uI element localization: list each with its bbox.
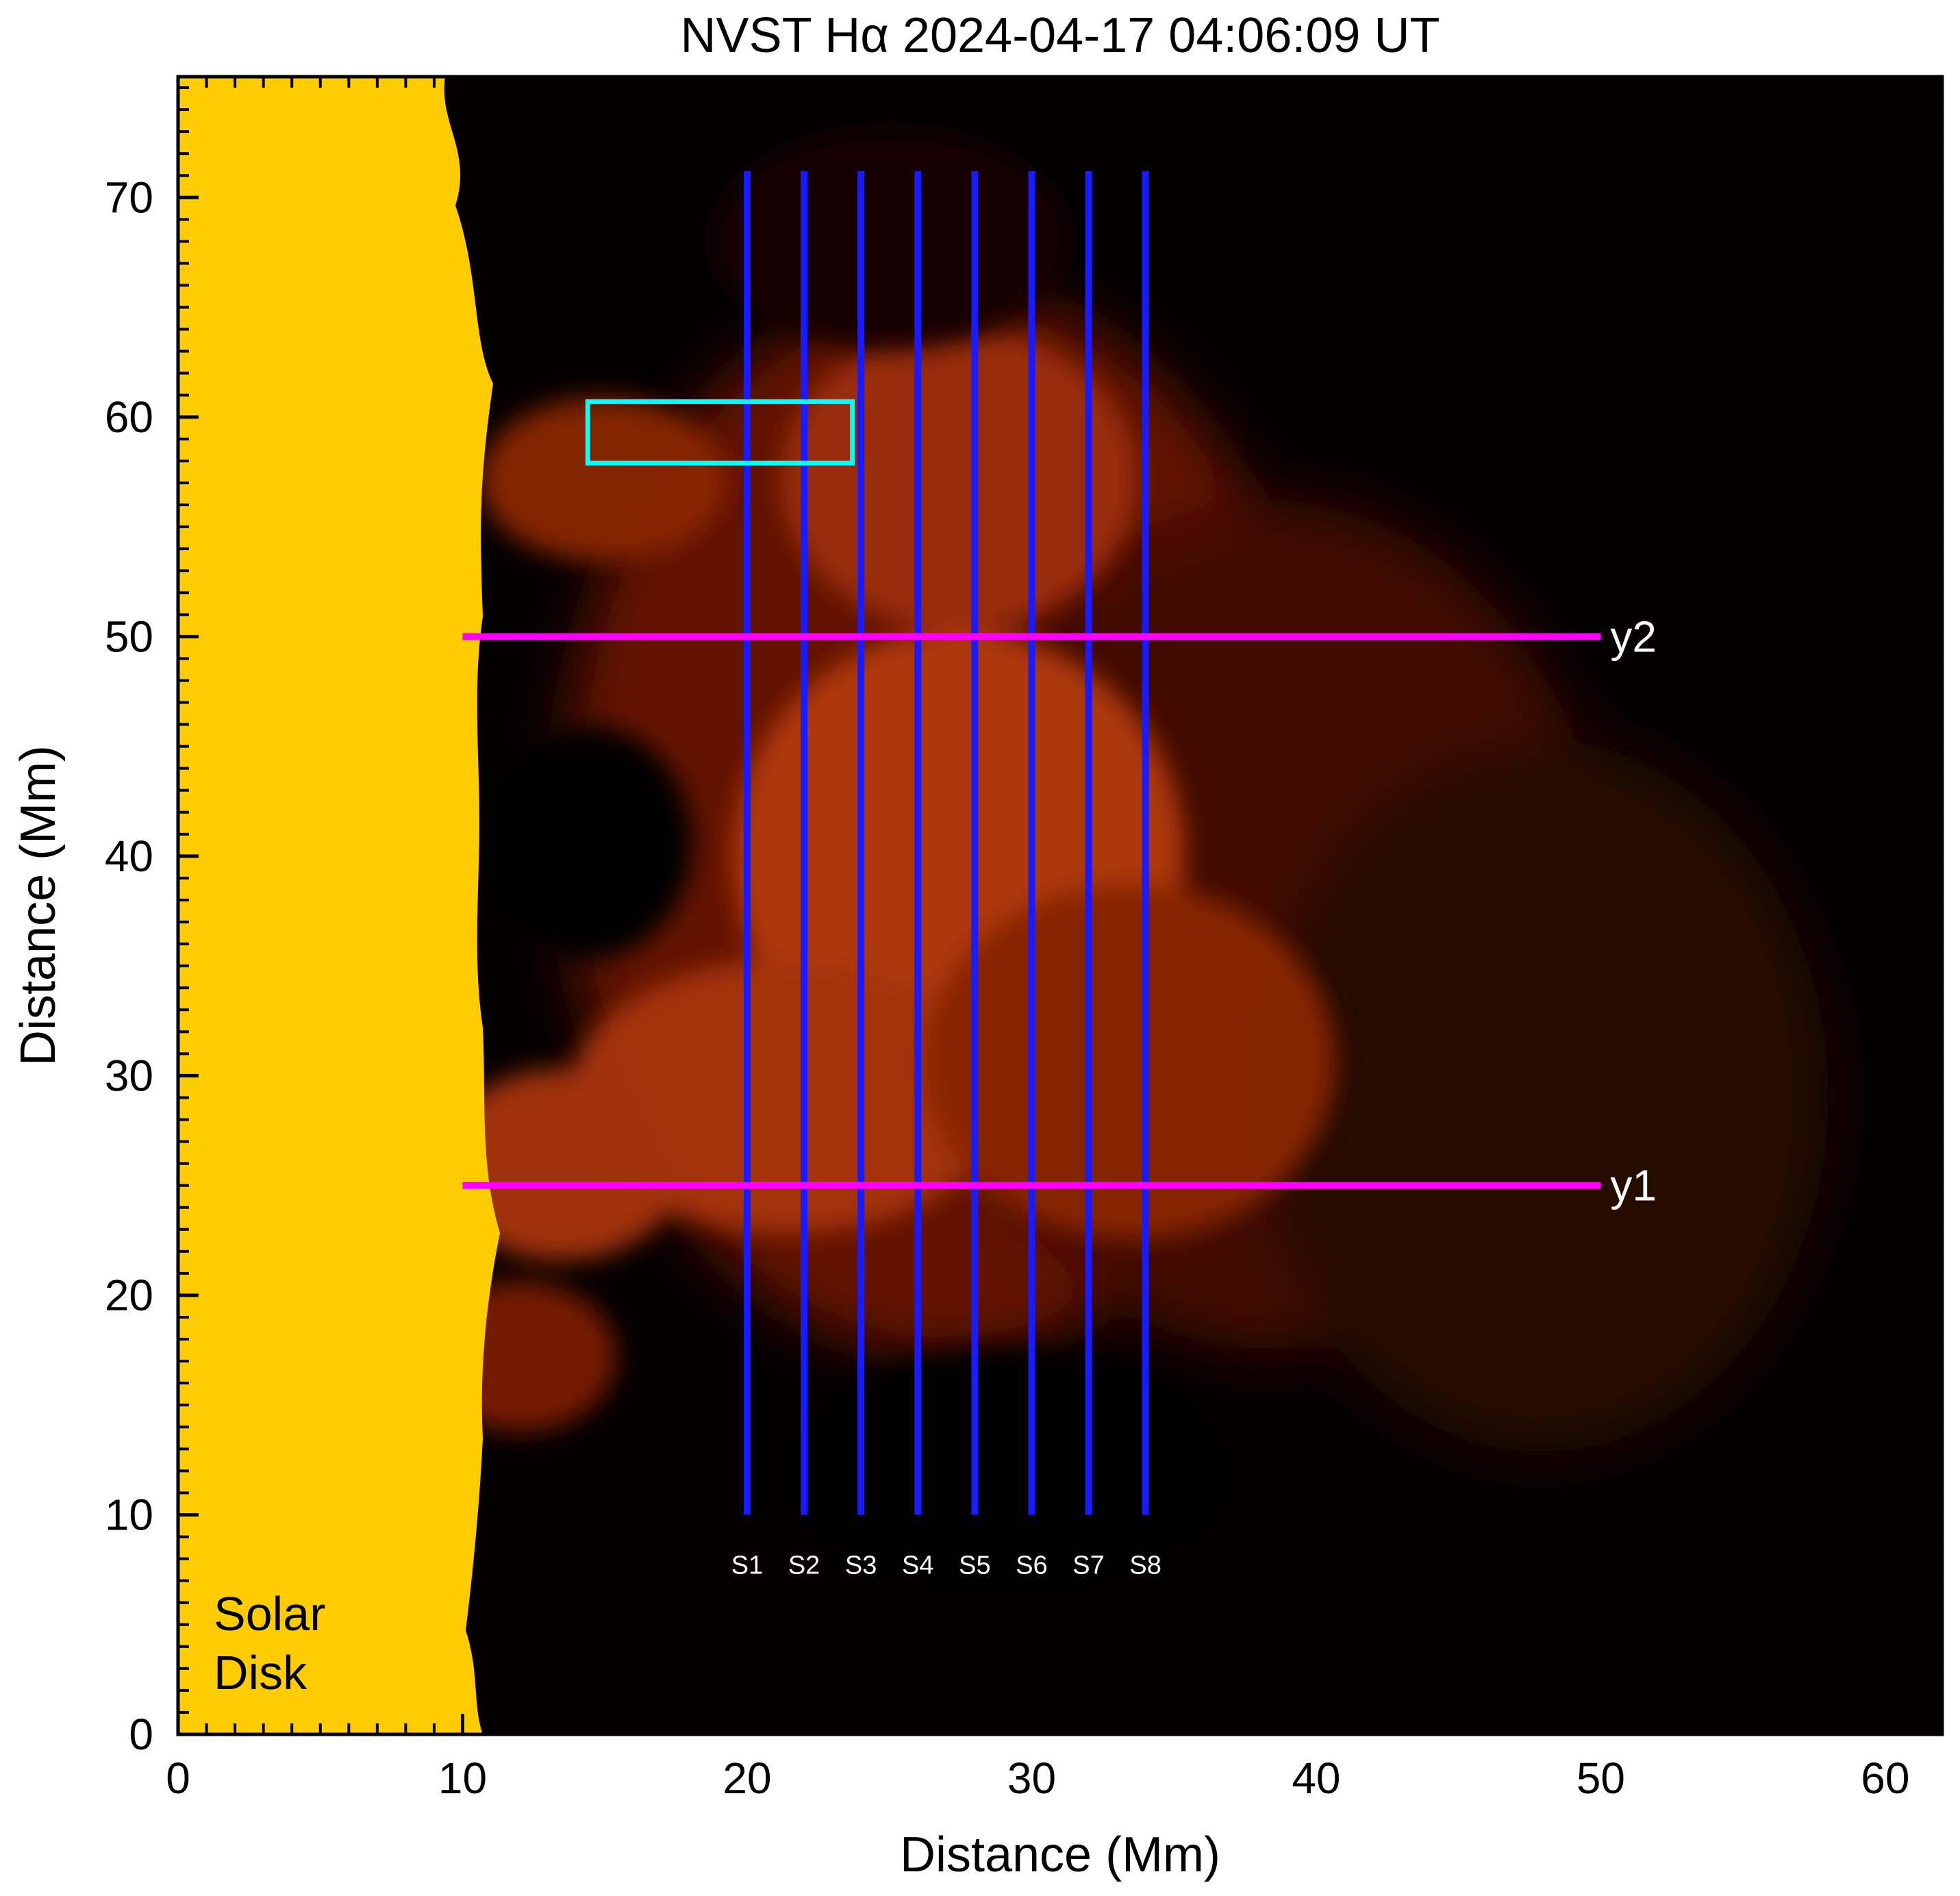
x-tick-label: 40 xyxy=(1292,1754,1340,1803)
prominence-core xyxy=(425,329,1335,1432)
y-tick-label: 30 xyxy=(105,1051,153,1100)
y-tick-label: 70 xyxy=(105,173,153,222)
x-tick-label: 30 xyxy=(1007,1754,1056,1803)
y-tick-label: 50 xyxy=(105,612,153,661)
x-axis-label: Distance (Mm) xyxy=(900,1828,1220,1882)
y-tick-label: 60 xyxy=(105,392,153,442)
y-tick-label: 40 xyxy=(105,832,153,881)
plot-area xyxy=(178,77,1942,1734)
slit-label: S4 xyxy=(902,1551,933,1580)
x-tick-label: 50 xyxy=(1576,1754,1625,1803)
ticks-layer: 0 10 20 30 40 50 60 0 10 20 30 40 50 60 70 xyxy=(105,77,1944,1803)
slit-label: S6 xyxy=(1016,1551,1047,1580)
slit-label: S2 xyxy=(788,1551,820,1580)
x-tick-label: 10 xyxy=(438,1754,487,1803)
figure-title: NVST Hα 2024-04-17 04:06:09 UT xyxy=(681,8,1440,63)
region-box xyxy=(585,399,855,466)
slit-label: S1 xyxy=(731,1551,763,1580)
x-tick-label: 0 xyxy=(166,1754,190,1803)
y-tick-label: 20 xyxy=(105,1271,153,1320)
cut-label: y2 xyxy=(1610,612,1657,661)
y-tick-label: 0 xyxy=(129,1710,153,1759)
solar-disk xyxy=(178,77,500,1734)
slits-layer: S1 S2 S3 S4 S5 S6 S7 S8 xyxy=(731,171,1161,1580)
slit-label: S8 xyxy=(1129,1551,1161,1580)
disk-label-line1: Solar xyxy=(214,1587,325,1641)
slit-label: S7 xyxy=(1072,1551,1104,1580)
x-tick-label: 20 xyxy=(723,1754,771,1803)
disk-label-line2: Disk xyxy=(214,1646,307,1699)
slit-label: S3 xyxy=(845,1551,877,1580)
cuts-layer: y1 y2 xyxy=(462,612,1657,1210)
y-tick-label: 10 xyxy=(105,1490,153,1539)
cut-label: y1 xyxy=(1610,1161,1657,1210)
slit-label: S5 xyxy=(959,1551,990,1580)
box-layer xyxy=(585,399,855,466)
x-tick-label: 60 xyxy=(1861,1754,1909,1803)
y-axis-label: Distance (Mm) xyxy=(11,745,66,1066)
